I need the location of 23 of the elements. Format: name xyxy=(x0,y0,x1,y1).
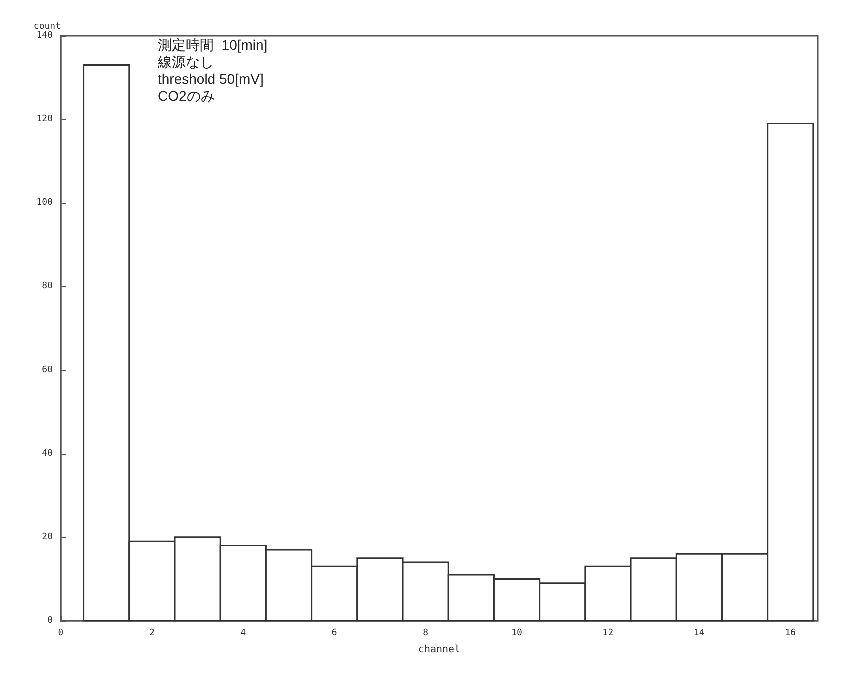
y-tick-label: 140 xyxy=(36,31,53,41)
x-tick-label: 14 xyxy=(694,628,705,638)
annotation: CO2のみ xyxy=(158,88,215,104)
y-tick-label: 40 xyxy=(42,448,53,459)
x-tick-label: 10 xyxy=(512,628,522,638)
x-tick-label: 16 xyxy=(785,628,796,638)
x-tick-label: 2 xyxy=(149,628,155,638)
y-tick-label: 60 xyxy=(42,365,53,376)
y-tick-label: 120 xyxy=(36,114,53,125)
x-tick-label: 6 xyxy=(332,628,338,638)
x-tick-label: 4 xyxy=(240,628,246,638)
y-tick-label: 20 xyxy=(42,532,53,542)
y-tick-label: 100 xyxy=(36,198,53,208)
x-tick-label: 0 xyxy=(58,628,64,638)
annotation: 測定時間 10[min] xyxy=(158,37,268,53)
annotation: threshold 50[mV] xyxy=(158,71,264,87)
x-tick-label: 8 xyxy=(423,628,429,638)
y-tick-label: 80 xyxy=(42,282,53,292)
x-axis-title: channel xyxy=(418,644,461,656)
y-tick-label: 0 xyxy=(48,616,53,626)
annotation: 線源なし xyxy=(157,54,214,70)
y-axis-title: count xyxy=(34,22,61,32)
x-tick-label: 12 xyxy=(602,628,614,638)
